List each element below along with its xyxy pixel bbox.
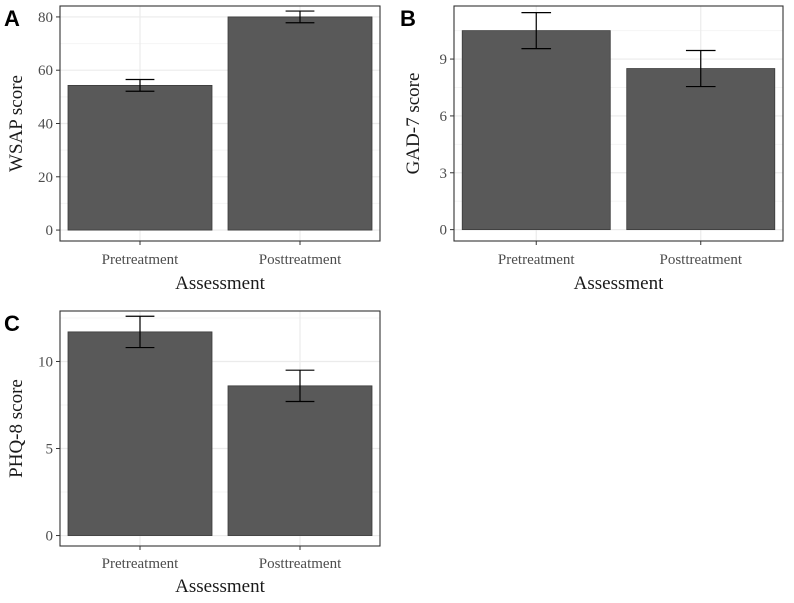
- y-tick-label: 3: [440, 166, 448, 182]
- error-bar-pretreatment: [125, 315, 155, 349]
- bar-pretreatment: [461, 30, 611, 231]
- error-bar-posttreatment: [685, 49, 716, 88]
- error-bar-pretreatment: [521, 12, 552, 50]
- y-tick-label: 60: [38, 63, 53, 79]
- bar-posttreatment: [626, 68, 776, 231]
- y-tick-label: 80: [38, 10, 53, 26]
- x-tick-label: Pretreatment: [102, 556, 179, 572]
- y-tick-label: 6: [440, 109, 448, 125]
- y-tick-label: 0: [46, 529, 54, 545]
- x-tick-label: Posttreatment: [259, 556, 342, 572]
- x-tick-label: Posttreatment: [660, 252, 743, 268]
- panel-border: [59, 310, 381, 547]
- y-tick-label: 5: [46, 442, 54, 458]
- chart-panel-a: 0 20 40 60 80 Pretreatment Posttreatment Assess…: [4, 5, 381, 294]
- bar-posttreatment: [227, 16, 373, 231]
- panel-border: [453, 5, 784, 242]
- y-tick-label: 10: [38, 354, 53, 370]
- bar-pretreatment: [67, 84, 213, 231]
- bar-posttreatment: [227, 385, 373, 536]
- panel-label: B: [400, 6, 416, 31]
- y-axis-title: GAD-7 score: [403, 73, 424, 175]
- panel-label: C: [4, 311, 20, 336]
- y-tick-label: 40: [38, 117, 53, 133]
- y-tick-label: 9: [440, 52, 448, 68]
- y-tick-label: 0: [46, 223, 54, 239]
- x-tick-label: Pretreatment: [498, 252, 575, 268]
- y-tick-label: 20: [38, 170, 53, 186]
- error-bar-posttreatment: [285, 10, 315, 24]
- x-tick-label: Posttreatment: [259, 252, 342, 268]
- x-axis-title: Assessment: [175, 576, 265, 597]
- y-axis-title: WSAP score: [6, 75, 27, 172]
- y-tick-label: 0: [440, 223, 448, 239]
- y-axis-title: PHQ-8 score: [6, 379, 27, 478]
- panel-label: A: [4, 6, 20, 31]
- chart-panel-c: 0 5 10 Pretreatment Posttreatment Assessment P…: [4, 310, 381, 597]
- chart-panel-b: 0 3 6 9 Pretreatment Posttreatment Assessment G…: [400, 5, 784, 294]
- error-bar-posttreatment: [285, 369, 315, 403]
- bar-pretreatment: [67, 331, 213, 536]
- x-axis-title: Assessment: [175, 273, 265, 294]
- x-tick-label: Pretreatment: [102, 252, 179, 268]
- error-bar-pretreatment: [125, 78, 155, 92]
- x-axis-title: Assessment: [574, 273, 664, 294]
